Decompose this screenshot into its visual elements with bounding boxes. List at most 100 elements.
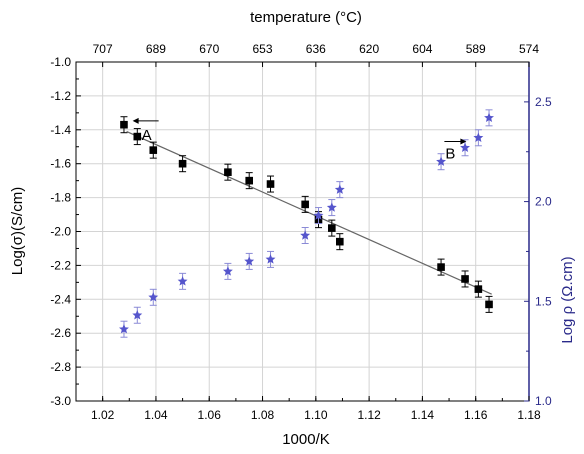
annotation-arrow-head <box>460 138 467 145</box>
x-tick-label: 1.06 <box>198 408 222 422</box>
x-tick-label: 1.10 <box>304 408 328 422</box>
square-marker <box>178 159 187 168</box>
y-right-tick-label: 2.5 <box>535 95 552 109</box>
y-left-tick-label: -2.8 <box>50 360 71 374</box>
axis-ticks: 1.02 707 1.04 689 1.06 670 1.08 653 1.10 636 1.12 6… <box>50 42 552 422</box>
data-point-star <box>177 272 188 290</box>
x-tick-label: 1.14 <box>411 408 435 422</box>
data-point-square <box>336 233 344 251</box>
star-marker <box>334 184 345 194</box>
square-marker <box>266 180 275 188</box>
square-marker <box>474 285 483 293</box>
right-axis-title: Log ρ (Ω.cm) <box>559 256 576 343</box>
data-point-square <box>149 141 158 159</box>
star-marker <box>148 292 159 302</box>
data-point-square <box>328 219 336 237</box>
y-right-tick-label: 1.0 <box>535 394 552 408</box>
data-point-star <box>132 306 143 324</box>
x-tick-label: 1.18 <box>517 408 541 422</box>
square-marker <box>245 176 254 185</box>
y-left-tick-label: -1.4 <box>50 123 71 137</box>
data-point-star <box>265 250 276 268</box>
star-marker <box>300 230 311 240</box>
x-tick-label: 1.16 <box>464 408 488 422</box>
data-point-square <box>266 175 275 193</box>
square-marker <box>437 263 445 271</box>
left-axis-title: Log(σ)(S/cm) <box>9 187 26 275</box>
data-point-square <box>133 128 142 146</box>
x-top-tick-label: 670 <box>199 42 219 56</box>
data-point-square <box>245 172 254 190</box>
data-point-square <box>224 163 232 181</box>
x-axis-title: 1000/K <box>282 431 330 448</box>
y-left-tick-label: -2.4 <box>50 292 71 306</box>
x-top-tick-label: 574 <box>519 42 539 56</box>
square-marker <box>336 237 344 246</box>
grid <box>76 61 530 402</box>
x-top-tick-label: 589 <box>466 42 486 56</box>
square-marker <box>120 120 128 129</box>
y-right-tick-label: 2.0 <box>535 195 552 209</box>
data-point-star <box>300 226 311 244</box>
square-marker <box>133 132 142 141</box>
x-top-tick-label: 604 <box>412 42 432 56</box>
data-point-star <box>244 252 255 270</box>
data-point-star <box>436 153 447 171</box>
data-point-star <box>222 262 233 280</box>
top-axis-title: temperature (°C) <box>250 9 362 26</box>
y-left-tick-label: -1.0 <box>50 55 71 69</box>
x-tick-label: 1.08 <box>251 408 275 422</box>
star-marker <box>177 276 188 286</box>
y-left-tick-label: -2.0 <box>50 225 71 239</box>
x-top-tick-label: 689 <box>146 42 166 56</box>
x-tick-label: 1.04 <box>144 408 168 422</box>
fit-line <box>126 130 492 295</box>
data-point-star <box>473 129 484 147</box>
star-marker <box>473 132 484 142</box>
x-top-tick-label: 636 <box>306 42 326 56</box>
x-tick-label: 1.02 <box>91 408 115 422</box>
data-point-star <box>313 207 324 225</box>
annotation-label: B <box>445 146 455 163</box>
x-top-tick-label: 620 <box>359 42 379 56</box>
square-marker <box>149 146 158 154</box>
fit-line-group <box>126 130 492 295</box>
y-right-tick-label: 1.5 <box>535 294 552 308</box>
star-marker <box>222 266 233 276</box>
star-marker <box>265 254 276 264</box>
data-points <box>119 109 494 338</box>
y-left-tick-label: -1.8 <box>50 191 71 205</box>
data-point-square <box>474 280 483 298</box>
square-marker <box>461 275 469 283</box>
square-marker <box>224 168 232 176</box>
data-point-square <box>437 258 445 276</box>
data-point-square <box>461 270 469 288</box>
y-left-tick-label: -1.2 <box>50 89 71 103</box>
star-marker <box>132 310 143 320</box>
star-marker <box>326 202 337 212</box>
annotation-label: A <box>142 127 152 144</box>
square-marker <box>485 300 493 309</box>
annotations: AB <box>132 117 467 163</box>
y-left-tick-label: -2.2 <box>50 258 71 272</box>
data-point-square <box>120 116 128 134</box>
data-point-square <box>178 155 187 173</box>
data-point-star <box>334 181 345 199</box>
x-tick-label: 1.12 <box>357 408 381 422</box>
data-point-star <box>326 199 337 217</box>
x-top-tick-label: 707 <box>93 42 113 56</box>
star-marker <box>313 210 324 220</box>
data-point-square <box>301 195 309 213</box>
star-marker <box>460 142 470 152</box>
y-left-tick-label: -3.0 <box>50 394 71 408</box>
star-marker <box>119 324 129 334</box>
y-left-tick-label: -2.6 <box>50 326 71 340</box>
star-marker <box>244 256 255 266</box>
annotation-arrow-head <box>132 117 139 124</box>
data-point-star <box>484 109 494 127</box>
star-marker <box>436 156 447 166</box>
square-marker <box>328 224 336 232</box>
data-point-square <box>485 295 493 313</box>
square-marker <box>301 200 309 209</box>
